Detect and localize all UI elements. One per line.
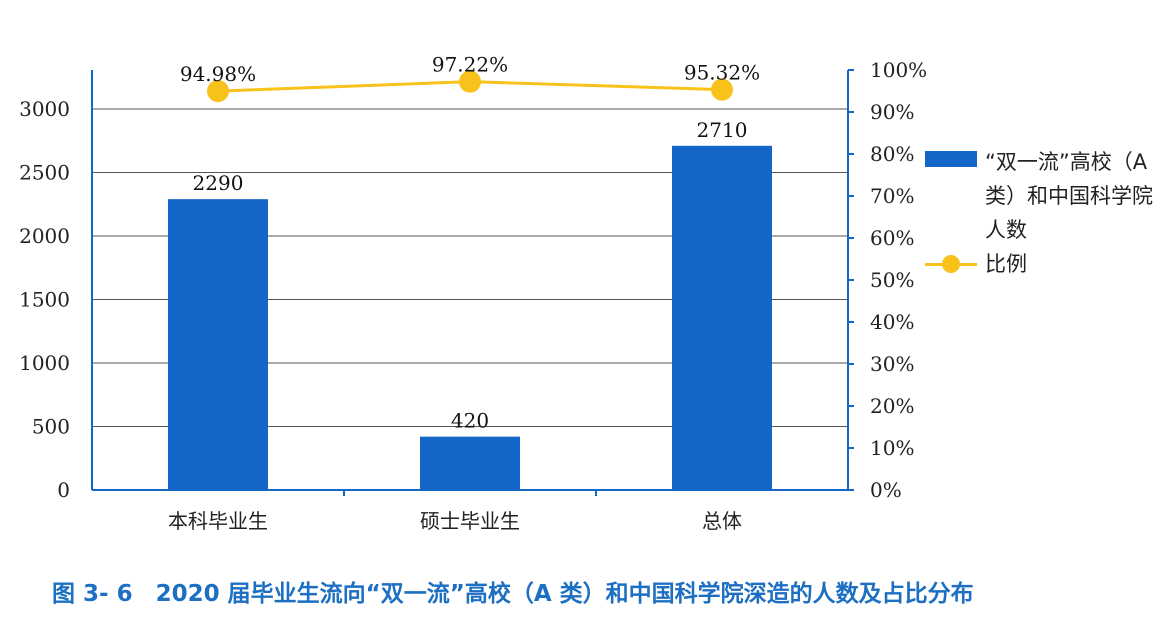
legend: “双一流”高校（A类）和中国科学院人数 比例: [925, 145, 1165, 281]
bar-data-label: 420: [451, 409, 489, 433]
ratio-data-label: 97.22%: [432, 53, 508, 77]
right-tick-label: 30%: [870, 352, 914, 376]
legend-item-line: 比例: [925, 251, 1165, 277]
right-tick-label: 20%: [870, 394, 914, 418]
combo-chart: 0 500 1000 1500 2000 2500 3000 0% 10% 20% 30% 40% 50…: [19, 53, 927, 533]
legend-line-label: 比例: [985, 252, 1027, 276]
legend-bar-swatch: [925, 151, 977, 167]
left-tick-label: 1000: [19, 351, 70, 375]
category-label: 硕士毕业生: [420, 509, 520, 533]
left-tick-label: 500: [32, 415, 70, 439]
ratio-data-label: 94.98%: [180, 62, 256, 86]
bar: [672, 145, 772, 490]
legend-line-swatch: [925, 251, 977, 277]
right-tick-label: 60%: [870, 226, 914, 250]
left-tick-label: 3000: [19, 97, 70, 121]
right-tick-label: 0%: [870, 478, 902, 502]
ratio-point: [207, 80, 229, 103]
bar-data-label: 2710: [697, 118, 748, 142]
ratio-point: [711, 78, 733, 101]
category-label: 总体: [702, 509, 742, 533]
figure-caption: 图 3- 6 2020 届毕业生流向“双一流”高校（A 类）和中国科学院深造的人…: [52, 581, 974, 607]
legend-bar-label: “双一流”高校（A类）和中国科学院人数: [985, 150, 1153, 242]
left-tick-label: 2500: [19, 161, 70, 185]
bar: [168, 199, 268, 491]
right-tick-label: 80%: [870, 142, 914, 166]
right-tick-label: 70%: [870, 184, 914, 208]
bar: [420, 436, 520, 490]
right-tick-label: 40%: [870, 310, 914, 334]
right-tick-label: 50%: [870, 268, 914, 292]
right-tick-label: 10%: [870, 436, 914, 460]
left-tick-label: 0: [57, 478, 70, 502]
right-tick-label: 90%: [870, 100, 914, 124]
legend-item-bar: “双一流”高校（A类）和中国科学院人数: [925, 145, 1165, 247]
left-tick-label: 1500: [19, 288, 70, 312]
category-label: 本科毕业生: [168, 509, 268, 533]
bar-data-label: 2290: [193, 171, 244, 195]
ratio-data-label: 95.32%: [684, 61, 760, 85]
left-tick-label: 2000: [19, 224, 70, 248]
ratio-point: [459, 70, 481, 93]
right-tick-label: 100%: [870, 58, 927, 82]
